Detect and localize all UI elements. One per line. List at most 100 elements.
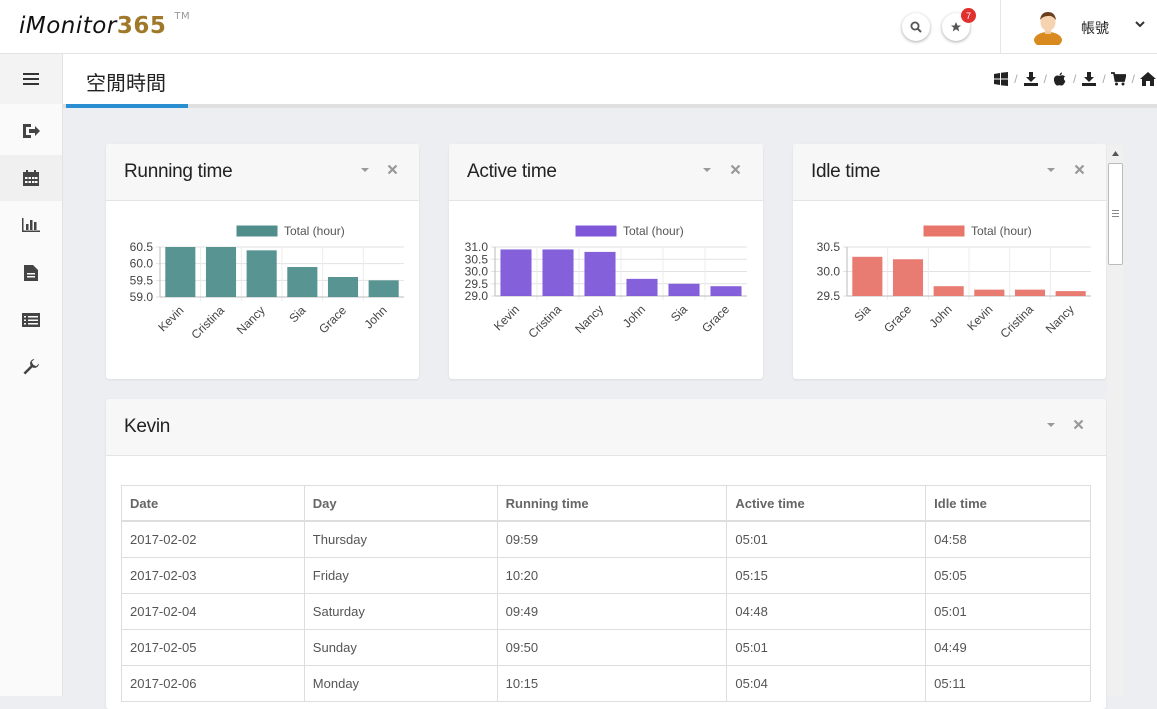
bar <box>892 259 924 296</box>
x-tick-label: Grace <box>881 302 914 335</box>
breadcrumb-download-2[interactable] <box>1080 70 1098 88</box>
cell-active-time: 05:01 <box>726 629 927 666</box>
breadcrumb-download[interactable] <box>1022 70 1040 88</box>
column-header-running-time[interactable]: Running time <box>496 485 728 522</box>
page-header: 空閒時間 / / / / <box>63 54 1157 108</box>
cell-active-time: 05:15 <box>726 557 927 594</box>
x-tick-label: Nancy <box>1043 302 1077 336</box>
cell-active-time: 05:01 <box>726 520 927 558</box>
x-tick-label: John <box>926 302 954 330</box>
calendar-icon <box>23 170 39 186</box>
close-icon[interactable] <box>1073 419 1084 430</box>
collapse-caret-icon[interactable] <box>1046 166 1056 174</box>
running-time-panel: Running time Total (hour) 60.5 60.0 59.5 59.… <box>106 144 419 379</box>
bar <box>500 249 532 296</box>
y-tick-label: 59.0 <box>130 290 154 304</box>
x-tick-label: Sia <box>851 302 873 324</box>
sidebar-item-settings[interactable] <box>0 344 62 390</box>
breadcrumb-home[interactable] <box>1139 70 1157 88</box>
cart-icon <box>1111 72 1127 86</box>
scroll-up-button[interactable] <box>1107 145 1123 161</box>
x-tick-label: Nancy <box>572 302 606 336</box>
cell-idle-time: 04:58 <box>925 520 1091 558</box>
home-icon <box>1140 72 1156 86</box>
search-icon <box>910 21 922 33</box>
menu-toggle-button[interactable] <box>0 54 62 104</box>
cell-idle-time: 04:49 <box>925 629 1091 666</box>
bar-chart-icon <box>22 218 40 232</box>
bar <box>710 286 742 296</box>
cell-date: 2017-02-06 <box>121 665 305 702</box>
x-tick-label: Nancy <box>234 303 268 337</box>
chevron-down-icon[interactable] <box>1134 18 1146 30</box>
close-icon[interactable] <box>1074 164 1085 175</box>
column-header-date[interactable]: Date <box>121 485 305 522</box>
table-row: 2017-02-05 Sunday 09:50 05:01 04:49 <box>121 629 1091 666</box>
bar <box>368 280 399 297</box>
breadcrumb: / / / / / <box>992 70 1157 88</box>
user-detail-panel: Kevin Date Day Running time Active time … <box>106 399 1106 709</box>
panel-title: Idle time <box>811 161 881 182</box>
table-header-row: Date Day Running time Active time Idle t… <box>121 485 1091 522</box>
column-header-idle-time[interactable]: Idle time <box>925 485 1091 522</box>
hamburger-icon <box>23 73 39 85</box>
y-tick-label: 30.0 <box>817 265 841 279</box>
logout-icon <box>23 124 40 138</box>
idle-time-panel: Idle time Total (hour) 30.5 30.0 29.5 Sia Gra… <box>793 144 1106 379</box>
favorites-button[interactable]: 7 <box>942 8 976 41</box>
collapse-caret-icon[interactable] <box>360 166 370 174</box>
sidebar-item-documents[interactable] <box>0 250 62 296</box>
x-tick-label: Sia <box>668 302 690 324</box>
sidebar-item-reports[interactable] <box>0 202 62 248</box>
collapse-caret-icon[interactable] <box>1046 421 1056 429</box>
breadcrumb-cart[interactable] <box>1110 70 1128 88</box>
active-tab-indicator <box>66 104 188 108</box>
document-icon <box>24 265 38 281</box>
column-header-active-time[interactable]: Active time <box>726 485 927 522</box>
sidebar-item-calendar[interactable] <box>0 155 62 201</box>
app-logo[interactable]: iMonitor365 TM <box>19 11 190 39</box>
cell-date: 2017-02-02 <box>121 520 305 558</box>
table-row: 2017-02-03 Friday 10:20 05:15 05:05 <box>121 557 1091 594</box>
cell-date: 2017-02-04 <box>121 593 305 630</box>
sidebar-item-logout[interactable] <box>0 108 62 154</box>
close-icon[interactable] <box>387 164 398 175</box>
cell-active-time: 05:04 <box>726 665 927 702</box>
page-title: 空閒時間 <box>86 73 166 95</box>
bar <box>852 256 883 296</box>
column-header-day[interactable]: Day <box>303 485 498 522</box>
bar <box>327 277 359 297</box>
sidebar <box>0 54 63 696</box>
cell-day: Friday <box>303 557 498 594</box>
star-icon <box>951 22 961 32</box>
sidebar-item-list[interactable] <box>0 297 62 343</box>
breadcrumb-apple[interactable] <box>1051 70 1069 88</box>
legend-label: Total (hour) <box>971 224 1032 238</box>
panel-header: Idle time <box>793 144 1106 201</box>
cell-running-time: 10:20 <box>496 557 728 594</box>
x-tick-label: Cristina <box>188 303 227 342</box>
idle-time-chart: Total (hour) 30.5 30.0 29.5 Sia Grace John Kevi… <box>817 224 1091 341</box>
x-tick-label: Kevin <box>491 302 522 333</box>
vertical-scrollbar[interactable] <box>1107 145 1123 696</box>
cell-running-time: 09:50 <box>496 629 728 666</box>
x-tick-label: Cristina <box>525 302 564 341</box>
x-tick-label: Cristina <box>997 302 1036 341</box>
cell-date: 2017-02-05 <box>121 629 305 666</box>
account-label[interactable]: 帳號 <box>1081 20 1109 36</box>
y-tick-label: 29.5 <box>817 289 841 303</box>
breadcrumb-windows[interactable] <box>992 70 1010 88</box>
bar <box>542 249 574 296</box>
scrollbar-thumb[interactable] <box>1108 163 1123 265</box>
collapse-caret-icon[interactable] <box>702 166 712 174</box>
cell-date: 2017-02-03 <box>121 557 305 594</box>
user-avatar[interactable] <box>1032 9 1064 45</box>
table-row: 2017-02-06 Monday 10:15 05:04 05:11 <box>121 665 1091 702</box>
table-row: 2017-02-02 Thursday 09:59 05:01 04:58 <box>121 520 1091 558</box>
close-icon[interactable] <box>730 164 741 175</box>
search-button[interactable] <box>902 13 930 41</box>
x-tick-label: Kevin <box>155 303 186 334</box>
cell-running-time: 10:15 <box>496 665 728 702</box>
